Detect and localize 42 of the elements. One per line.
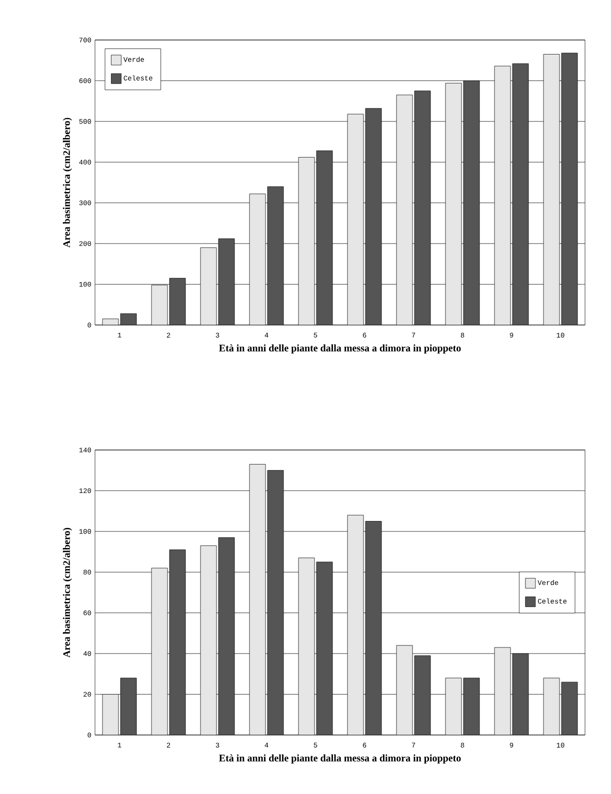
- bar: [396, 94, 413, 325]
- bar: [561, 682, 578, 735]
- y-axis-title: Area basimetrica (cm2/albero): [62, 118, 72, 248]
- bar: [151, 284, 168, 325]
- bar: [298, 558, 315, 735]
- bar: [249, 194, 266, 325]
- bar: [463, 80, 480, 325]
- bar: [169, 278, 186, 325]
- bar: [218, 537, 235, 735]
- bar: [200, 247, 217, 325]
- bar: [512, 63, 529, 325]
- bar: [414, 90, 431, 325]
- bar: [445, 82, 462, 325]
- bar: [249, 464, 266, 735]
- bar: [169, 550, 186, 735]
- bar: [347, 114, 364, 325]
- bar: [151, 568, 168, 735]
- bar: [494, 647, 511, 735]
- x-axis-title: Età in anni delle piante dalla messa a dimora in pioppeto: [219, 344, 461, 354]
- bar: [414, 655, 431, 735]
- bar: [543, 54, 560, 325]
- bar: [120, 678, 137, 735]
- bar: [298, 157, 315, 325]
- bar: [347, 514, 364, 735]
- bar: [316, 150, 333, 325]
- x-axis-title: Età in anni delle piante dalla messa a dimora in pioppeto: [219, 754, 461, 764]
- bar: [316, 562, 333, 735]
- bar: [445, 678, 462, 735]
- bar: [396, 645, 413, 735]
- y-axis-title: Area basimetrica (cm2/albero): [62, 528, 72, 658]
- bar: [463, 678, 480, 735]
- bar: [267, 186, 284, 325]
- bar: [494, 66, 511, 325]
- bar: [365, 521, 382, 735]
- bar: [102, 694, 119, 735]
- bar: [561, 52, 578, 325]
- bar: [543, 678, 560, 735]
- bar: [200, 545, 217, 735]
- bar: [365, 108, 382, 325]
- bar: [267, 470, 284, 735]
- bar: [218, 238, 235, 325]
- bar: [512, 653, 529, 735]
